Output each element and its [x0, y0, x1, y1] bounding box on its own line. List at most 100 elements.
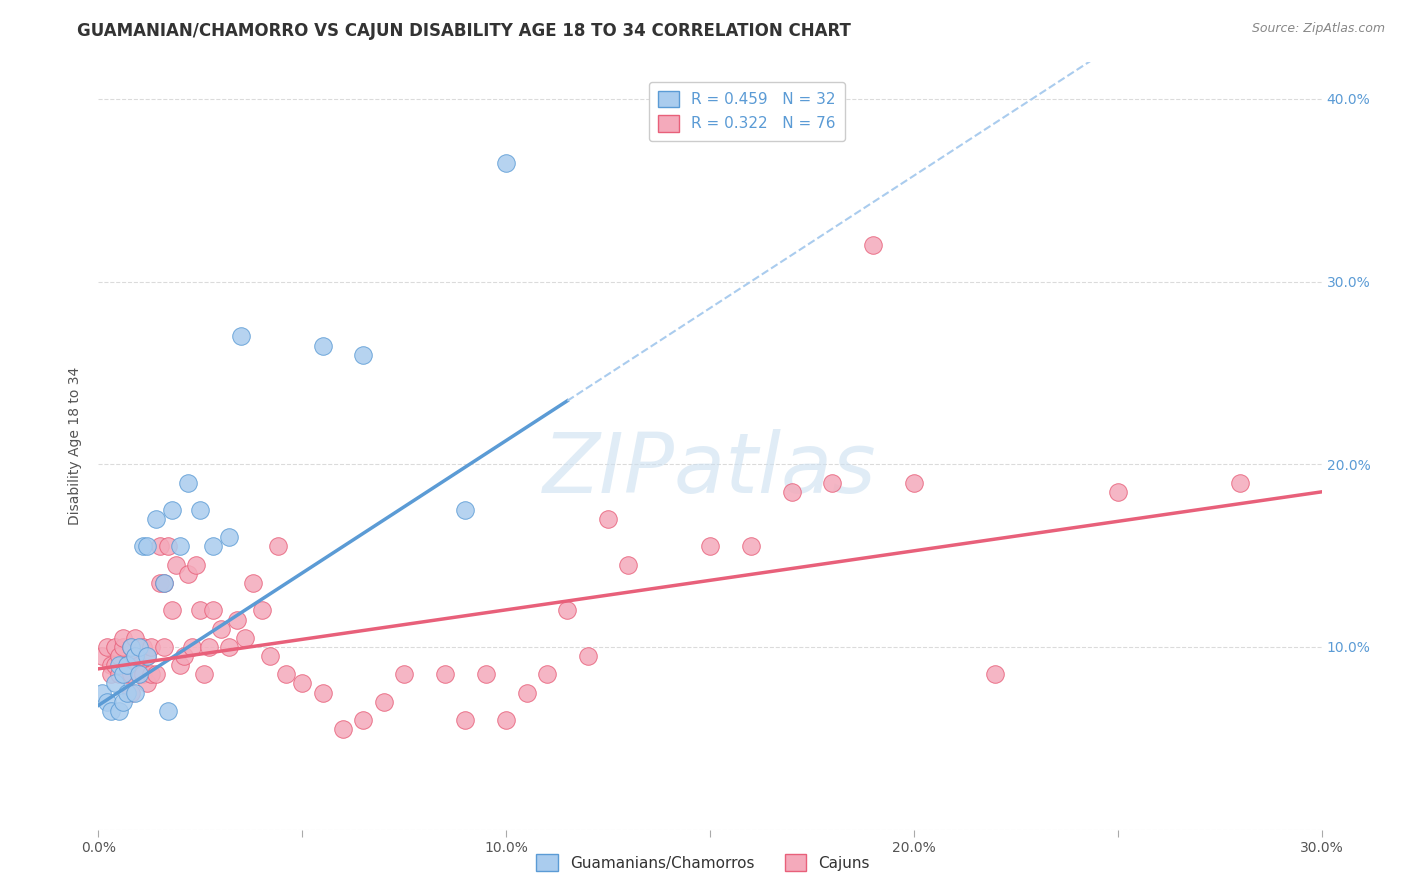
Point [152, 576, 174, 591]
Point [136, 540, 159, 554]
Point [516, 685, 538, 699]
Point [160, 503, 183, 517]
Legend: Guamanians/Chamorros, Cajuns: Guamanians/Chamorros, Cajuns [530, 848, 876, 877]
Point [555, 603, 579, 617]
Point [233, 631, 256, 645]
Point [132, 640, 155, 654]
Point [169, 658, 191, 673]
Point [186, 558, 208, 572]
Point [373, 695, 395, 709]
Point [124, 648, 146, 663]
Point [111, 695, 134, 709]
Point [104, 658, 127, 673]
Point [617, 558, 640, 572]
Point [903, 475, 925, 490]
Point [598, 512, 620, 526]
Point [111, 667, 134, 681]
Point [136, 676, 159, 690]
Point [149, 576, 172, 591]
Point [152, 576, 174, 591]
Point [169, 540, 191, 554]
Point [149, 540, 172, 554]
Point [209, 622, 232, 636]
Point [474, 667, 498, 681]
Point [699, 540, 721, 554]
Point [100, 658, 122, 673]
Point [115, 685, 138, 699]
Point [312, 338, 335, 352]
Point [291, 676, 314, 690]
Point [177, 566, 200, 581]
Point [165, 558, 187, 572]
Point [226, 613, 249, 627]
Point [495, 156, 517, 170]
Point [115, 667, 138, 681]
Point [100, 704, 122, 718]
Point [111, 631, 134, 645]
Point [231, 329, 253, 343]
Point [332, 722, 354, 736]
Text: GUAMANIAN/CHAMORRO VS CAJUN DISABILITY AGE 18 TO 34 CORRELATION CHART: GUAMANIAN/CHAMORRO VS CAJUN DISABILITY A… [77, 22, 851, 40]
Point [91, 685, 114, 699]
Point [104, 640, 127, 654]
Point [128, 667, 150, 681]
Point [120, 667, 142, 681]
Point [274, 667, 297, 681]
Point [177, 475, 200, 490]
Point [115, 658, 138, 673]
Point [132, 667, 155, 681]
Point [740, 540, 762, 554]
Point [173, 648, 195, 663]
Point [156, 540, 179, 554]
Point [128, 640, 150, 654]
Point [100, 667, 122, 681]
Point [108, 648, 131, 663]
Point [136, 648, 159, 663]
Point [91, 648, 114, 663]
Point [141, 667, 163, 681]
Point [128, 658, 150, 673]
Point [188, 503, 212, 517]
Point [495, 713, 517, 727]
Point [259, 648, 281, 663]
Point [1229, 475, 1251, 490]
Point [454, 713, 477, 727]
Point [193, 667, 215, 681]
Text: ZIPatlas: ZIPatlas [543, 428, 877, 509]
Point [984, 667, 1007, 681]
Point [267, 540, 290, 554]
Point [145, 667, 167, 681]
Point [392, 667, 416, 681]
Point [96, 640, 118, 654]
Point [104, 676, 127, 690]
Point [141, 640, 163, 654]
Point [352, 348, 374, 362]
Point [120, 685, 142, 699]
Point [1107, 484, 1129, 499]
Point [250, 603, 273, 617]
Point [780, 484, 803, 499]
Point [352, 713, 374, 727]
Text: Source: ZipAtlas.com: Source: ZipAtlas.com [1251, 22, 1385, 36]
Point [124, 685, 146, 699]
Point [576, 648, 599, 663]
Point [111, 640, 134, 654]
Point [108, 667, 131, 681]
Point [108, 658, 131, 673]
Legend: R = 0.459   N = 32, R = 0.322   N = 76: R = 0.459 N = 32, R = 0.322 N = 76 [648, 81, 845, 141]
Point [536, 667, 558, 681]
Point [132, 540, 155, 554]
Point [188, 603, 212, 617]
Point [145, 512, 167, 526]
Point [160, 603, 183, 617]
Point [136, 648, 159, 663]
Point [242, 576, 264, 591]
Point [156, 704, 179, 718]
Point [120, 640, 142, 654]
Point [218, 640, 240, 654]
Point [120, 640, 142, 654]
Point [434, 667, 457, 681]
Point [821, 475, 844, 490]
Point [128, 667, 150, 681]
Point [201, 603, 224, 617]
